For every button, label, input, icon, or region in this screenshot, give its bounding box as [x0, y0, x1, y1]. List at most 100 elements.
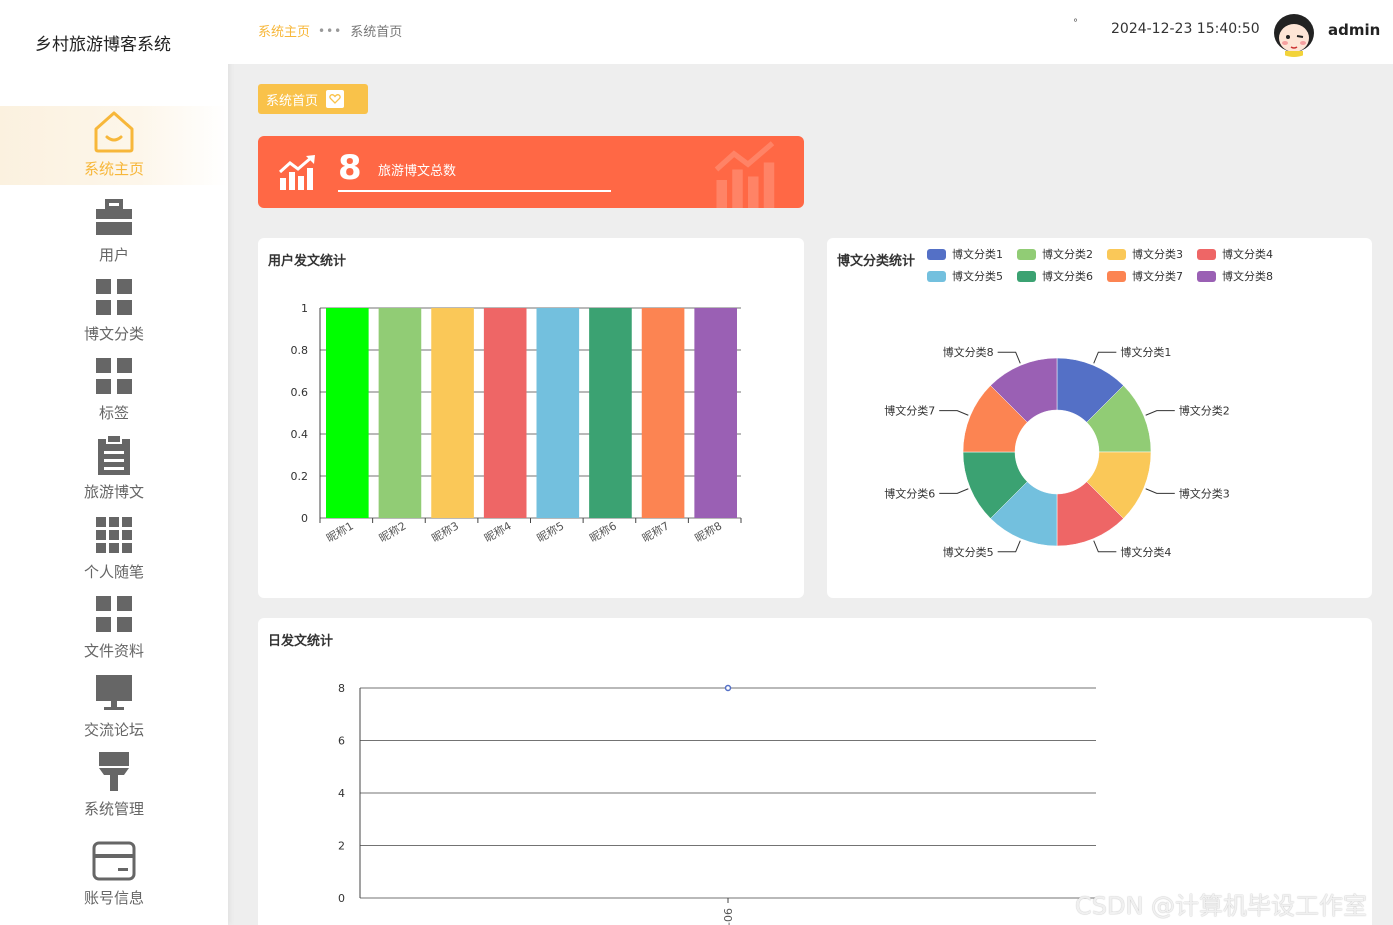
- y-tick-label: 0.4: [291, 428, 309, 441]
- sidebar-item-label: 个人随笔: [83, 563, 144, 581]
- sidebar-item-label: 标签: [98, 404, 129, 422]
- panel-title: 日发文统计: [268, 634, 334, 649]
- grid-icon: [92, 275, 136, 319]
- sidebar-item-system[interactable]: 系统管理: [0, 746, 228, 825]
- breadcrumb-home-link[interactable]: 系统主页: [258, 25, 311, 40]
- sidebar-item-label: 用户: [98, 246, 129, 264]
- slice-label: 博文分类5: [943, 545, 994, 559]
- y-tick-label: 0.6: [291, 386, 309, 399]
- legend-label: 博文分类4: [1222, 248, 1273, 261]
- label-leader-line: [1145, 410, 1175, 416]
- bar: [694, 308, 737, 518]
- label-leader-line: [1093, 351, 1117, 364]
- sidebar-item-users[interactable]: 用户: [0, 192, 228, 271]
- legend-item[interactable]: 博文分类1: [927, 246, 1003, 262]
- sidebar-item-forum[interactable]: 交流论坛: [0, 667, 228, 746]
- y-tick-label: 4: [338, 787, 345, 800]
- sidebar-item-travel-posts[interactable]: 旅游博文: [0, 429, 228, 508]
- y-tick-label: 0: [338, 892, 345, 905]
- daily-posts-panel: 日发文统计 0 2 4 6 8 3-06: [258, 618, 1372, 925]
- bar: [431, 308, 474, 518]
- legend-label: 博文分类2: [1042, 248, 1093, 261]
- legend-label: 博文分类5: [952, 270, 1003, 283]
- user-posts-bar-chart: 0 0.2 0.4 0.6 0.8 1 昵称1 昵称2 昵称3 昵称4 昵称5 昵称6 昵称7 昵称8: [291, 302, 742, 545]
- username[interactable]: admin: [1328, 21, 1381, 39]
- user-posts-panel: 用户发文统计 0 0.2 0.4 0.6 0.8 1 昵称1 昵称2 昵称3 昵称4 昵称5 昵称6 昵…: [258, 238, 804, 598]
- breadcrumb-current: 系统首页: [350, 25, 403, 40]
- trend-chart-background-icon: [713, 138, 783, 208]
- heart-icon: [326, 90, 345, 108]
- x-tick-label: 昵称3: [429, 518, 461, 545]
- bar: [378, 308, 422, 518]
- sidebar-item-home[interactable]: 系统主页: [0, 106, 228, 185]
- bar: [589, 308, 632, 518]
- bar: [641, 308, 685, 518]
- bar: [326, 308, 369, 518]
- x-tick-label: 昵称5: [534, 518, 566, 545]
- y-tick-label: 2: [338, 840, 345, 853]
- legend-swatch: [927, 270, 946, 282]
- category-donut-chart: 博文分类1 博文分类2 博文分类3 博文分类4 博文分类5 博文分类6 博文分类7 博文分类8: [884, 345, 1230, 559]
- legend-swatch: [1107, 270, 1126, 282]
- legend-item[interactable]: 博文分类5: [927, 268, 1003, 284]
- legend-item[interactable]: 博文分类7: [1107, 268, 1183, 284]
- slice-label: 博文分类3: [1179, 486, 1230, 500]
- slice-label: 博文分类4: [1120, 545, 1171, 559]
- avatar[interactable]: [1269, 7, 1319, 57]
- clipboard-icon: [92, 433, 136, 477]
- label-leader-line: [997, 540, 1021, 553]
- grid-icon: [92, 592, 136, 636]
- legend-swatch: [1197, 248, 1216, 260]
- slice-label: 博文分类7: [884, 404, 935, 418]
- legend-swatch: [1017, 248, 1036, 260]
- grid-icon: [92, 354, 136, 398]
- x-tick-label: 昵称7: [639, 518, 671, 545]
- legend-label: 博文分类3: [1132, 248, 1183, 261]
- y-tick-label: 8: [338, 682, 345, 695]
- label-leader-line: [997, 351, 1021, 364]
- breadcrumb-separator: •••: [318, 23, 343, 38]
- page-tag-label: 系统首页: [266, 93, 319, 109]
- legend-item[interactable]: 博文分类6: [1017, 268, 1093, 284]
- slice-label: 博文分类2: [1179, 404, 1230, 418]
- sidebar-item-files[interactable]: 文件资料: [0, 588, 228, 667]
- sidebar-item-label: 交流论坛: [83, 721, 144, 739]
- watermark: CSDN @计算机毕设工作室: [1075, 892, 1368, 920]
- legend-item[interactable]: 博文分类8: [1197, 268, 1273, 284]
- x-tick-label: 昵称1: [324, 518, 356, 545]
- category-panel: 博文分类统计 博文分类1 博文分类2 博文分类3 博文分类4 博文分类5 博文分类6 博文分…: [827, 238, 1372, 598]
- legend-swatch: [1197, 270, 1216, 282]
- sidebar-item-label: 文件资料: [83, 642, 144, 660]
- donut-slice: [990, 357, 1058, 423]
- status-dot: °: [1073, 18, 1078, 29]
- x-tick-label: 3-06: [722, 908, 735, 925]
- daily-posts-line-chart: 0 2 4 6 8 3-06: [338, 682, 1096, 925]
- x-tick-label: 昵称8: [692, 518, 724, 545]
- legend-label: 博文分类7: [1132, 270, 1183, 283]
- page-tag[interactable]: 系统首页: [258, 84, 368, 114]
- legend-item[interactable]: 博文分类3: [1107, 246, 1183, 262]
- sidebar-item-essays[interactable]: 个人随笔: [0, 509, 228, 588]
- slice-label: 博文分类8: [943, 345, 994, 359]
- x-tick-label: 昵称4: [482, 518, 514, 545]
- sidebar-item-label: 系统管理: [83, 800, 144, 818]
- trend-chart-icon: [278, 154, 318, 194]
- briefcase-icon: [92, 196, 136, 240]
- stat-card-total-posts: 8 旅游博文总数: [258, 136, 804, 208]
- label-leader-line: [1093, 540, 1117, 553]
- sidebar-item-tags[interactable]: 标签: [0, 350, 228, 429]
- sidebar-item-account[interactable]: 账号信息: [0, 835, 228, 914]
- sidebar-item-categories[interactable]: 博文分类: [0, 271, 228, 350]
- legend-label: 博文分类6: [1042, 270, 1093, 283]
- legend-item[interactable]: 博文分类2: [1017, 246, 1093, 262]
- legend-swatch: [1017, 270, 1036, 282]
- app-title: 乡村旅游博客系统: [35, 35, 171, 55]
- sidebar-item-label: 旅游博文: [83, 483, 144, 501]
- label-leader-line: [939, 410, 969, 416]
- data-point: [724, 684, 732, 692]
- sidebar-item-label: 博文分类: [83, 325, 144, 343]
- legend-label: 博文分类8: [1222, 270, 1273, 283]
- stat-underline: [338, 190, 611, 192]
- legend-item[interactable]: 博文分类4: [1197, 246, 1273, 262]
- apps-grid-icon: [92, 513, 136, 557]
